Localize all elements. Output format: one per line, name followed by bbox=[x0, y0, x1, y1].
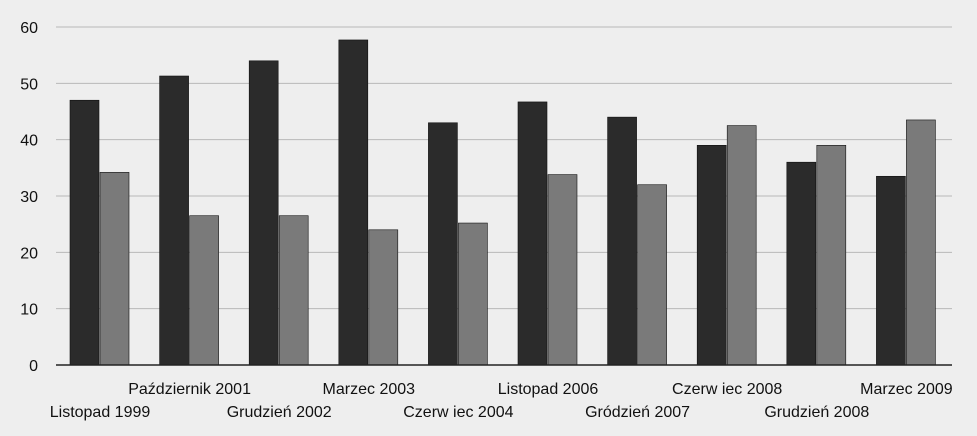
x-category-label: Grudzień 2002 bbox=[227, 404, 332, 421]
x-category-label: Gródzień 2007 bbox=[585, 404, 690, 421]
bar-series-2 bbox=[637, 184, 667, 366]
bar-series-1 bbox=[517, 101, 548, 366]
y-tick-label: 50 bbox=[20, 76, 38, 93]
y-tick-label: 10 bbox=[20, 302, 38, 319]
x-category-label: Marzec 2003 bbox=[323, 381, 416, 398]
y-tick-label: 20 bbox=[20, 245, 38, 262]
bar-series-2 bbox=[547, 174, 578, 366]
bar-series-1 bbox=[338, 39, 369, 366]
bar-series-1 bbox=[428, 122, 458, 366]
x-category-label: Czerw iec 2004 bbox=[403, 404, 513, 421]
bar-series-2 bbox=[816, 145, 847, 366]
y-tick-label: 30 bbox=[20, 189, 38, 206]
bar-series-2 bbox=[189, 215, 219, 366]
bar-series-2 bbox=[906, 119, 936, 366]
bar-series-1 bbox=[876, 175, 906, 366]
bar-series-2 bbox=[368, 229, 399, 366]
bar-series-2 bbox=[278, 215, 309, 366]
bar-series-1 bbox=[786, 161, 817, 366]
x-category-label: Październik 2001 bbox=[128, 381, 251, 398]
x-category-label: Marzec 2009 bbox=[860, 381, 953, 398]
bar-series-2 bbox=[99, 172, 130, 366]
y-tick-label: 60 bbox=[20, 20, 38, 37]
x-category-label: Czerw iec 2008 bbox=[672, 381, 782, 398]
x-axis-category-labels: Listopad 1999 Październik 2001 Grudzień 20… bbox=[50, 381, 953, 421]
y-tick-label: 0 bbox=[29, 358, 38, 375]
y-tick-label: 40 bbox=[20, 133, 38, 150]
bar-series-1 bbox=[69, 99, 100, 366]
bar-series-1 bbox=[696, 145, 727, 366]
bar-series-2 bbox=[726, 125, 757, 366]
bar-series-1 bbox=[248, 60, 279, 366]
x-category-label: Listopad 2006 bbox=[498, 381, 599, 398]
bar-series-2 bbox=[458, 222, 488, 366]
x-category-label: Grudzień 2008 bbox=[764, 404, 869, 421]
bar-series-1 bbox=[607, 116, 637, 366]
y-axis-tick-labels: 0 10 20 30 40 50 60 bbox=[20, 20, 38, 375]
x-category-label: Listopad 1999 bbox=[50, 404, 151, 421]
bars bbox=[69, 39, 936, 366]
bar-series-1 bbox=[159, 75, 189, 366]
